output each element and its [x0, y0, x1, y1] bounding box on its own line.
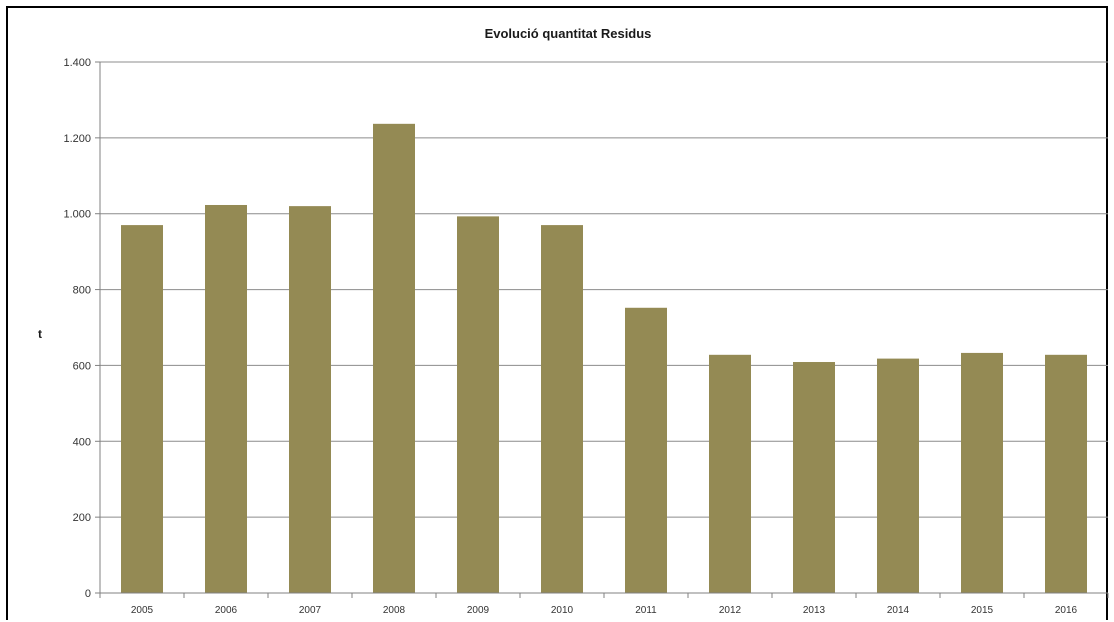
x-axis: 2005 2006 2007 2008 2009 2010 2011 2012 2013 2014… — [99, 592, 1109, 616]
bar-2009 — [457, 216, 499, 593]
bar-chart: Evolució quantitat Residus t 0 200 400 600 8… — [38, 26, 1109, 616]
y-axis-ticks: 0 200 400 600 800 1.000 1.200 1.400 — [63, 57, 101, 600]
y-tick-label: 400 — [73, 436, 91, 448]
y-tick-label: 1.400 — [63, 57, 91, 69]
bar-2011 — [625, 307, 667, 593]
x-tick-label: 2014 — [887, 605, 910, 616]
x-tick-label: 2016 — [1055, 605, 1078, 616]
bar-2012 — [709, 354, 751, 593]
bar-2010 — [541, 225, 583, 594]
x-tick-label: 2012 — [719, 605, 742, 616]
x-tick-label: 2008 — [383, 605, 406, 616]
x-tick-label: 2013 — [803, 605, 826, 616]
x-tick-label: 2015 — [971, 605, 994, 616]
x-tick-label: 2010 — [551, 605, 574, 616]
y-tick-label: 200 — [73, 512, 91, 524]
bar-2005 — [121, 225, 163, 594]
x-tick-label: 2011 — [635, 605, 657, 616]
bar-2008 — [373, 123, 415, 593]
bar-2006 — [205, 204, 247, 593]
x-tick-label: 2007 — [299, 605, 322, 616]
gridlines — [100, 61, 1108, 518]
x-tick-label: 2009 — [467, 605, 490, 616]
bar-2007 — [289, 206, 331, 593]
bar-2016 — [1045, 354, 1087, 593]
bars — [121, 123, 1087, 594]
x-tick-label: 2005 — [131, 605, 154, 616]
y-axis-label: t — [38, 327, 42, 341]
y-tick-label: 600 — [73, 360, 91, 372]
y-tick-label: 1.200 — [63, 133, 91, 145]
chart-title: Evolució quantitat Residus — [485, 26, 652, 41]
y-tick-label: 800 — [73, 285, 91, 297]
bar-2015 — [961, 352, 1003, 593]
y-tick-label: 1.000 — [63, 209, 91, 221]
bar-2014 — [877, 358, 919, 593]
chart-frame: Evolució quantitat Residus t 0 200 400 600 8… — [6, 6, 1109, 620]
x-tick-label: 2006 — [215, 605, 238, 616]
y-tick-label: 0 — [85, 588, 91, 600]
bar-2013 — [793, 362, 835, 593]
